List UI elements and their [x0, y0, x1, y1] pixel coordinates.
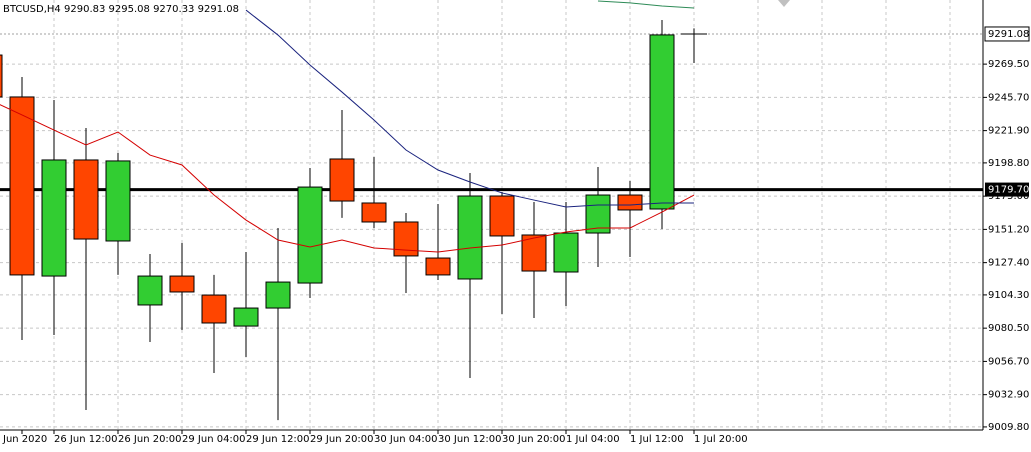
candle-body	[361, 202, 387, 223]
candle-body	[201, 294, 227, 324]
ma-line	[245, 9, 694, 208]
x-tick-label: 30 Jun 12:00	[438, 434, 502, 445]
candle-body	[265, 281, 291, 309]
y-tick-label: 9269.50	[988, 59, 1029, 70]
y-tick-label: 9080.50	[988, 323, 1029, 334]
candle-body	[521, 234, 547, 272]
level-label-box	[985, 182, 1029, 197]
x-tick-label: 26 Jun 12:00	[54, 434, 118, 445]
candle-body	[617, 194, 643, 211]
x-tick-label: 30 Jun 20:00	[502, 434, 566, 445]
chart-title: BTCUSD,H4	[3, 4, 61, 15]
y-tick-label: 9198.80	[988, 158, 1029, 169]
x-tick-label: 1 Jul 04:00	[566, 434, 620, 445]
y-tick-label: 9151.20	[988, 224, 1029, 235]
x-tick-label: 29 Jun 20:00	[310, 434, 374, 445]
y-tick-label: 9221.90	[988, 126, 1029, 137]
x-tick-label: Jun 2020	[2, 434, 47, 445]
scroll-marker	[778, 0, 790, 7]
candle-body	[169, 275, 195, 293]
level-label: 9179.70	[988, 185, 1029, 196]
y-tick-label: 9245.70	[988, 92, 1029, 103]
grid	[0, 0, 983, 430]
x-tick-label: 30 Jun 04:00	[374, 434, 438, 445]
plot	[0, 0, 983, 421]
candle-body	[489, 195, 515, 237]
price-label-box	[984, 26, 1030, 42]
ma-line	[597, 0, 695, 9]
y-tick-label: 9032.90	[988, 390, 1029, 401]
candle-body	[233, 307, 259, 327]
candle-body	[297, 186, 323, 284]
x-tick-label: 26 Jun 20:00	[118, 434, 182, 445]
candle-body	[329, 158, 355, 202]
candle-body	[105, 160, 131, 242]
candle-body	[649, 34, 675, 210]
candle-body	[41, 159, 67, 277]
y-tick-label: 9104.30	[988, 290, 1029, 301]
candle-body	[0, 54, 3, 98]
candle-body	[73, 159, 99, 240]
ma-line	[0, 104, 695, 253]
x-tick-label: 1 Jul 12:00	[630, 434, 684, 445]
y-tick-label: 9009.80	[988, 422, 1029, 433]
x-tick-label: 29 Jun 04:00	[182, 434, 246, 445]
candle-body	[457, 195, 483, 280]
candle-body	[553, 232, 579, 273]
x-tick-label: 29 Jun 12:00	[246, 434, 310, 445]
axes: 9269.50 9245.70 9221.90 9198.80 9175.00 9151.…	[2, 26, 1030, 445]
x-tick-label: 1 Jul 20:00	[694, 434, 748, 445]
chart-subtitle: 9290.83 9295.08 9270.33 9291.08	[64, 4, 239, 15]
candle-body	[137, 275, 163, 306]
y-tick-label: 9056.70	[988, 356, 1029, 367]
price-label: 9291.08	[988, 29, 1029, 40]
y-tick-label: 9127.40	[988, 258, 1029, 269]
y-tick-label: 9175.00	[988, 191, 1029, 202]
candle-body	[425, 257, 451, 276]
candle-body	[585, 194, 611, 234]
candle-body	[9, 96, 35, 276]
